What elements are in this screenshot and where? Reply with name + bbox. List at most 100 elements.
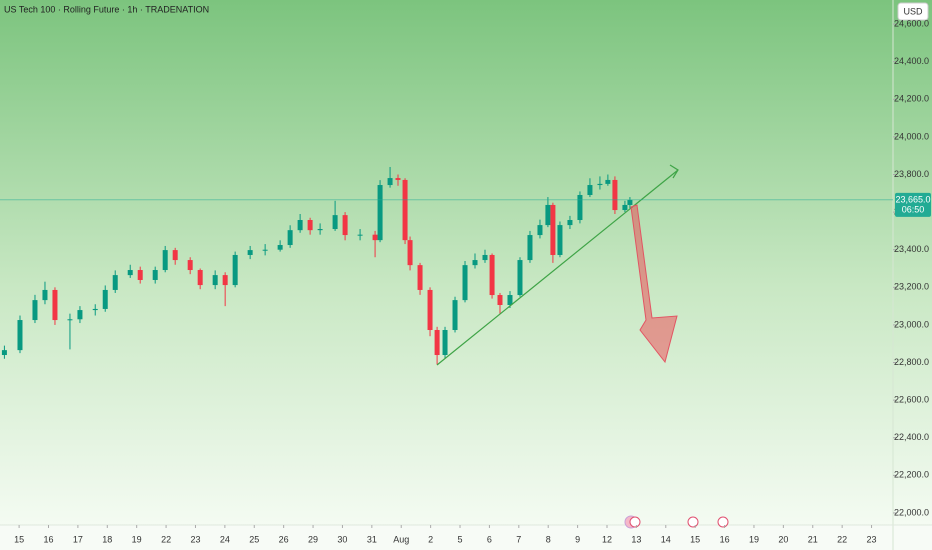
candle-body bbox=[67, 319, 73, 321]
candle-body bbox=[232, 254, 238, 286]
candle-body bbox=[262, 249, 268, 251]
x-tick-label: 23 bbox=[190, 534, 200, 544]
candle-body bbox=[497, 295, 503, 305]
x-tick-label: 20 bbox=[778, 534, 788, 544]
candle-body bbox=[1, 350, 7, 356]
x-tick-label: 30 bbox=[337, 534, 347, 544]
y-tick-label: 24,200.0 bbox=[894, 94, 929, 104]
candle-body bbox=[622, 204, 628, 211]
y-tick-label: 22,000.0 bbox=[894, 507, 929, 517]
x-tick-label: 17 bbox=[73, 534, 83, 544]
candle-body bbox=[417, 265, 423, 290]
candle-body bbox=[152, 270, 158, 280]
candle-body bbox=[395, 178, 401, 180]
x-tick-label: 16 bbox=[43, 534, 53, 544]
candle-body bbox=[587, 185, 593, 195]
x-tick-label: 22 bbox=[837, 534, 847, 544]
x-tick-label: 25 bbox=[249, 534, 259, 544]
candle-body bbox=[127, 270, 133, 276]
candle-body bbox=[452, 300, 458, 331]
x-tick-label: 15 bbox=[14, 534, 24, 544]
candle-body bbox=[197, 270, 203, 286]
x-tick-label: 14 bbox=[661, 534, 671, 544]
candle-body bbox=[597, 183, 603, 186]
candle-body bbox=[287, 230, 293, 246]
down-arrow bbox=[630, 204, 678, 364]
candle-body bbox=[427, 289, 433, 331]
candle-body bbox=[187, 260, 193, 271]
x-tick-label: 23 bbox=[867, 534, 877, 544]
candle-body bbox=[357, 234, 363, 236]
time-axis-background bbox=[0, 525, 932, 550]
candle-body bbox=[550, 204, 556, 255]
candle-body bbox=[112, 275, 118, 290]
candle-body bbox=[612, 179, 618, 211]
candle-body bbox=[577, 194, 583, 221]
trend-line bbox=[436, 169, 679, 366]
currency-label: USD bbox=[903, 6, 923, 16]
plot-area bbox=[1, 166, 633, 365]
candle-body bbox=[545, 204, 551, 226]
y-tick-label: 24,600.0 bbox=[894, 18, 929, 28]
candle-body bbox=[627, 199, 633, 205]
candle-body bbox=[247, 250, 253, 255]
candle-body bbox=[77, 310, 83, 320]
candle-body bbox=[462, 265, 468, 301]
x-tick-label: 5 bbox=[458, 534, 463, 544]
x-tick-label: 29 bbox=[308, 534, 318, 544]
x-tick-label: 26 bbox=[279, 534, 289, 544]
event-icons bbox=[624, 515, 729, 529]
candle-body bbox=[482, 254, 488, 261]
event-icon[interactable] bbox=[687, 516, 699, 528]
trend-arrow-head bbox=[669, 164, 679, 179]
x-tick-label: 7 bbox=[516, 534, 521, 544]
candle-body bbox=[387, 178, 393, 186]
candle-body bbox=[317, 229, 323, 231]
chart-background bbox=[0, 0, 932, 525]
y-tick-label: 23,800.0 bbox=[894, 169, 929, 179]
event-icon[interactable] bbox=[629, 516, 641, 528]
currency-button[interactable] bbox=[897, 2, 929, 21]
last-price-box bbox=[895, 192, 931, 217]
x-tick-label: 6 bbox=[487, 534, 492, 544]
candle-body bbox=[537, 225, 543, 236]
y-tick-label: 24,000.0 bbox=[894, 131, 929, 141]
candle-body bbox=[212, 275, 218, 286]
y-tick-label: 22,200.0 bbox=[894, 470, 929, 480]
candle-body bbox=[42, 289, 48, 301]
candle-body bbox=[222, 275, 228, 286]
candle-body bbox=[52, 289, 58, 321]
x-tick-label: 16 bbox=[720, 534, 730, 544]
candle-body bbox=[517, 260, 523, 296]
candle-body bbox=[472, 260, 478, 266]
candle-body bbox=[92, 308, 98, 311]
candle-body bbox=[297, 220, 303, 231]
x-tick-label: 24 bbox=[220, 534, 230, 544]
candle-body bbox=[17, 320, 23, 351]
x-tick-label: 21 bbox=[808, 534, 818, 544]
candle-body bbox=[307, 220, 313, 231]
candle-body bbox=[442, 330, 448, 356]
x-tick-label: 18 bbox=[102, 534, 112, 544]
candle-body bbox=[342, 215, 348, 236]
candle-body bbox=[332, 215, 338, 230]
candle-body bbox=[172, 250, 178, 261]
x-tick-label: 13 bbox=[631, 534, 641, 544]
x-tick-label: 12 bbox=[602, 534, 612, 544]
last-price-label: 23,665.0 bbox=[895, 194, 930, 204]
candle-body bbox=[434, 330, 440, 356]
y-tick-label: 23,200.0 bbox=[894, 282, 929, 292]
candle-body bbox=[557, 225, 563, 255]
candle-body bbox=[489, 254, 495, 296]
candle-body bbox=[162, 250, 168, 271]
y-tick-label: 22,600.0 bbox=[894, 395, 929, 405]
event-icon[interactable] bbox=[717, 516, 729, 528]
x-tick-label: 2 bbox=[428, 534, 433, 544]
candle-body bbox=[372, 234, 378, 241]
x-tick-label: 15 bbox=[690, 534, 700, 544]
x-tick-label: 22 bbox=[161, 534, 171, 544]
y-tick-label: 23,400.0 bbox=[894, 244, 929, 254]
candle-body bbox=[402, 179, 408, 241]
